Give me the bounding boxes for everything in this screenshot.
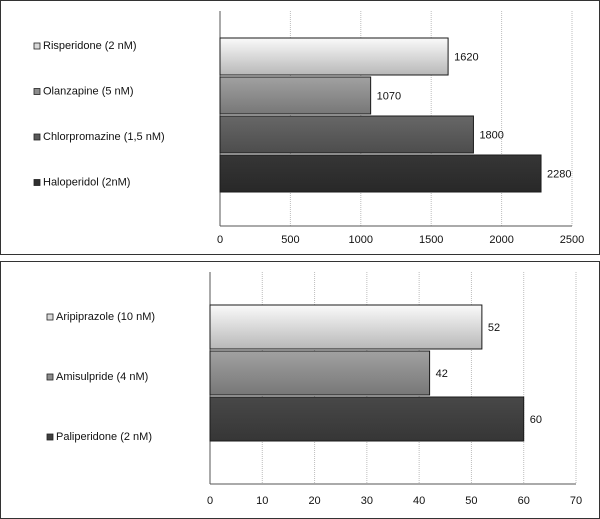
x-tick-label: 1500 bbox=[419, 234, 443, 246]
legend-label: Paliperidone (2 nM) bbox=[56, 431, 152, 443]
bar bbox=[219, 37, 449, 76]
x-tick-label: 70 bbox=[570, 495, 582, 507]
legend-label: Haloperidol (2nM) bbox=[43, 177, 130, 189]
bar bbox=[209, 304, 483, 350]
bar bbox=[219, 115, 474, 154]
x-tick-label: 2000 bbox=[489, 234, 513, 246]
legend-label: Aripiprazole (10 nM) bbox=[56, 311, 155, 323]
legend-label: Chlorpromazine (1,5 nM) bbox=[43, 131, 165, 143]
x-tick-label: 2500 bbox=[560, 234, 584, 246]
bar-value-label: 42 bbox=[436, 368, 448, 380]
chart-top: 0 500 1000 1500 2000 2500 1620 Risperidone (2 n… bbox=[33, 11, 584, 246]
x-tick-label: 30 bbox=[361, 495, 373, 507]
x-tick-label: 50 bbox=[465, 495, 477, 507]
chart-bottom: 0 10 20 30 40 50 60 70 52 Aripiprazole (10 nM) 42 A… bbox=[46, 272, 582, 507]
x-tick-label: 1000 bbox=[349, 234, 373, 246]
bar-value-label: 2280 bbox=[547, 169, 571, 181]
legend-swatch bbox=[46, 313, 54, 321]
x-tick-label: 0 bbox=[207, 495, 213, 507]
bar-value-label: 1620 bbox=[454, 52, 478, 64]
bar-value-label: 60 bbox=[530, 414, 542, 426]
x-tick-label: 20 bbox=[308, 495, 320, 507]
x-tick-label: 60 bbox=[518, 495, 530, 507]
bar bbox=[209, 396, 525, 442]
bar bbox=[219, 76, 372, 115]
bar-value-label: 1800 bbox=[479, 130, 503, 142]
legend-swatch bbox=[46, 433, 54, 441]
bar-value-label: 1070 bbox=[377, 91, 401, 103]
legend-label: Risperidone (2 nM) bbox=[43, 40, 137, 52]
bar-value-label: 52 bbox=[488, 322, 500, 334]
legend-swatch bbox=[33, 42, 41, 50]
x-tick-label: 0 bbox=[217, 234, 223, 246]
x-tick-label: 10 bbox=[256, 495, 268, 507]
x-tick-label: 40 bbox=[413, 495, 425, 507]
legend-swatch bbox=[33, 88, 41, 95]
bar bbox=[209, 350, 431, 396]
legend-swatch bbox=[33, 179, 41, 186]
legend-swatch bbox=[33, 133, 41, 141]
chart-panel-bottom: 0 10 20 30 40 50 60 70 52 Aripiprazole (10 nM) 42 A… bbox=[0, 261, 600, 519]
legend-label: Olanzapine (5 nM) bbox=[43, 86, 134, 98]
x-tick-label: 500 bbox=[281, 234, 299, 246]
legend-label: Amisulpride (4 nM) bbox=[56, 371, 148, 383]
bar bbox=[219, 154, 542, 193]
legend-swatch bbox=[46, 373, 54, 381]
chart-panel-top: 0 500 1000 1500 2000 2500 1620 Risperidone (2 n… bbox=[0, 0, 600, 255]
